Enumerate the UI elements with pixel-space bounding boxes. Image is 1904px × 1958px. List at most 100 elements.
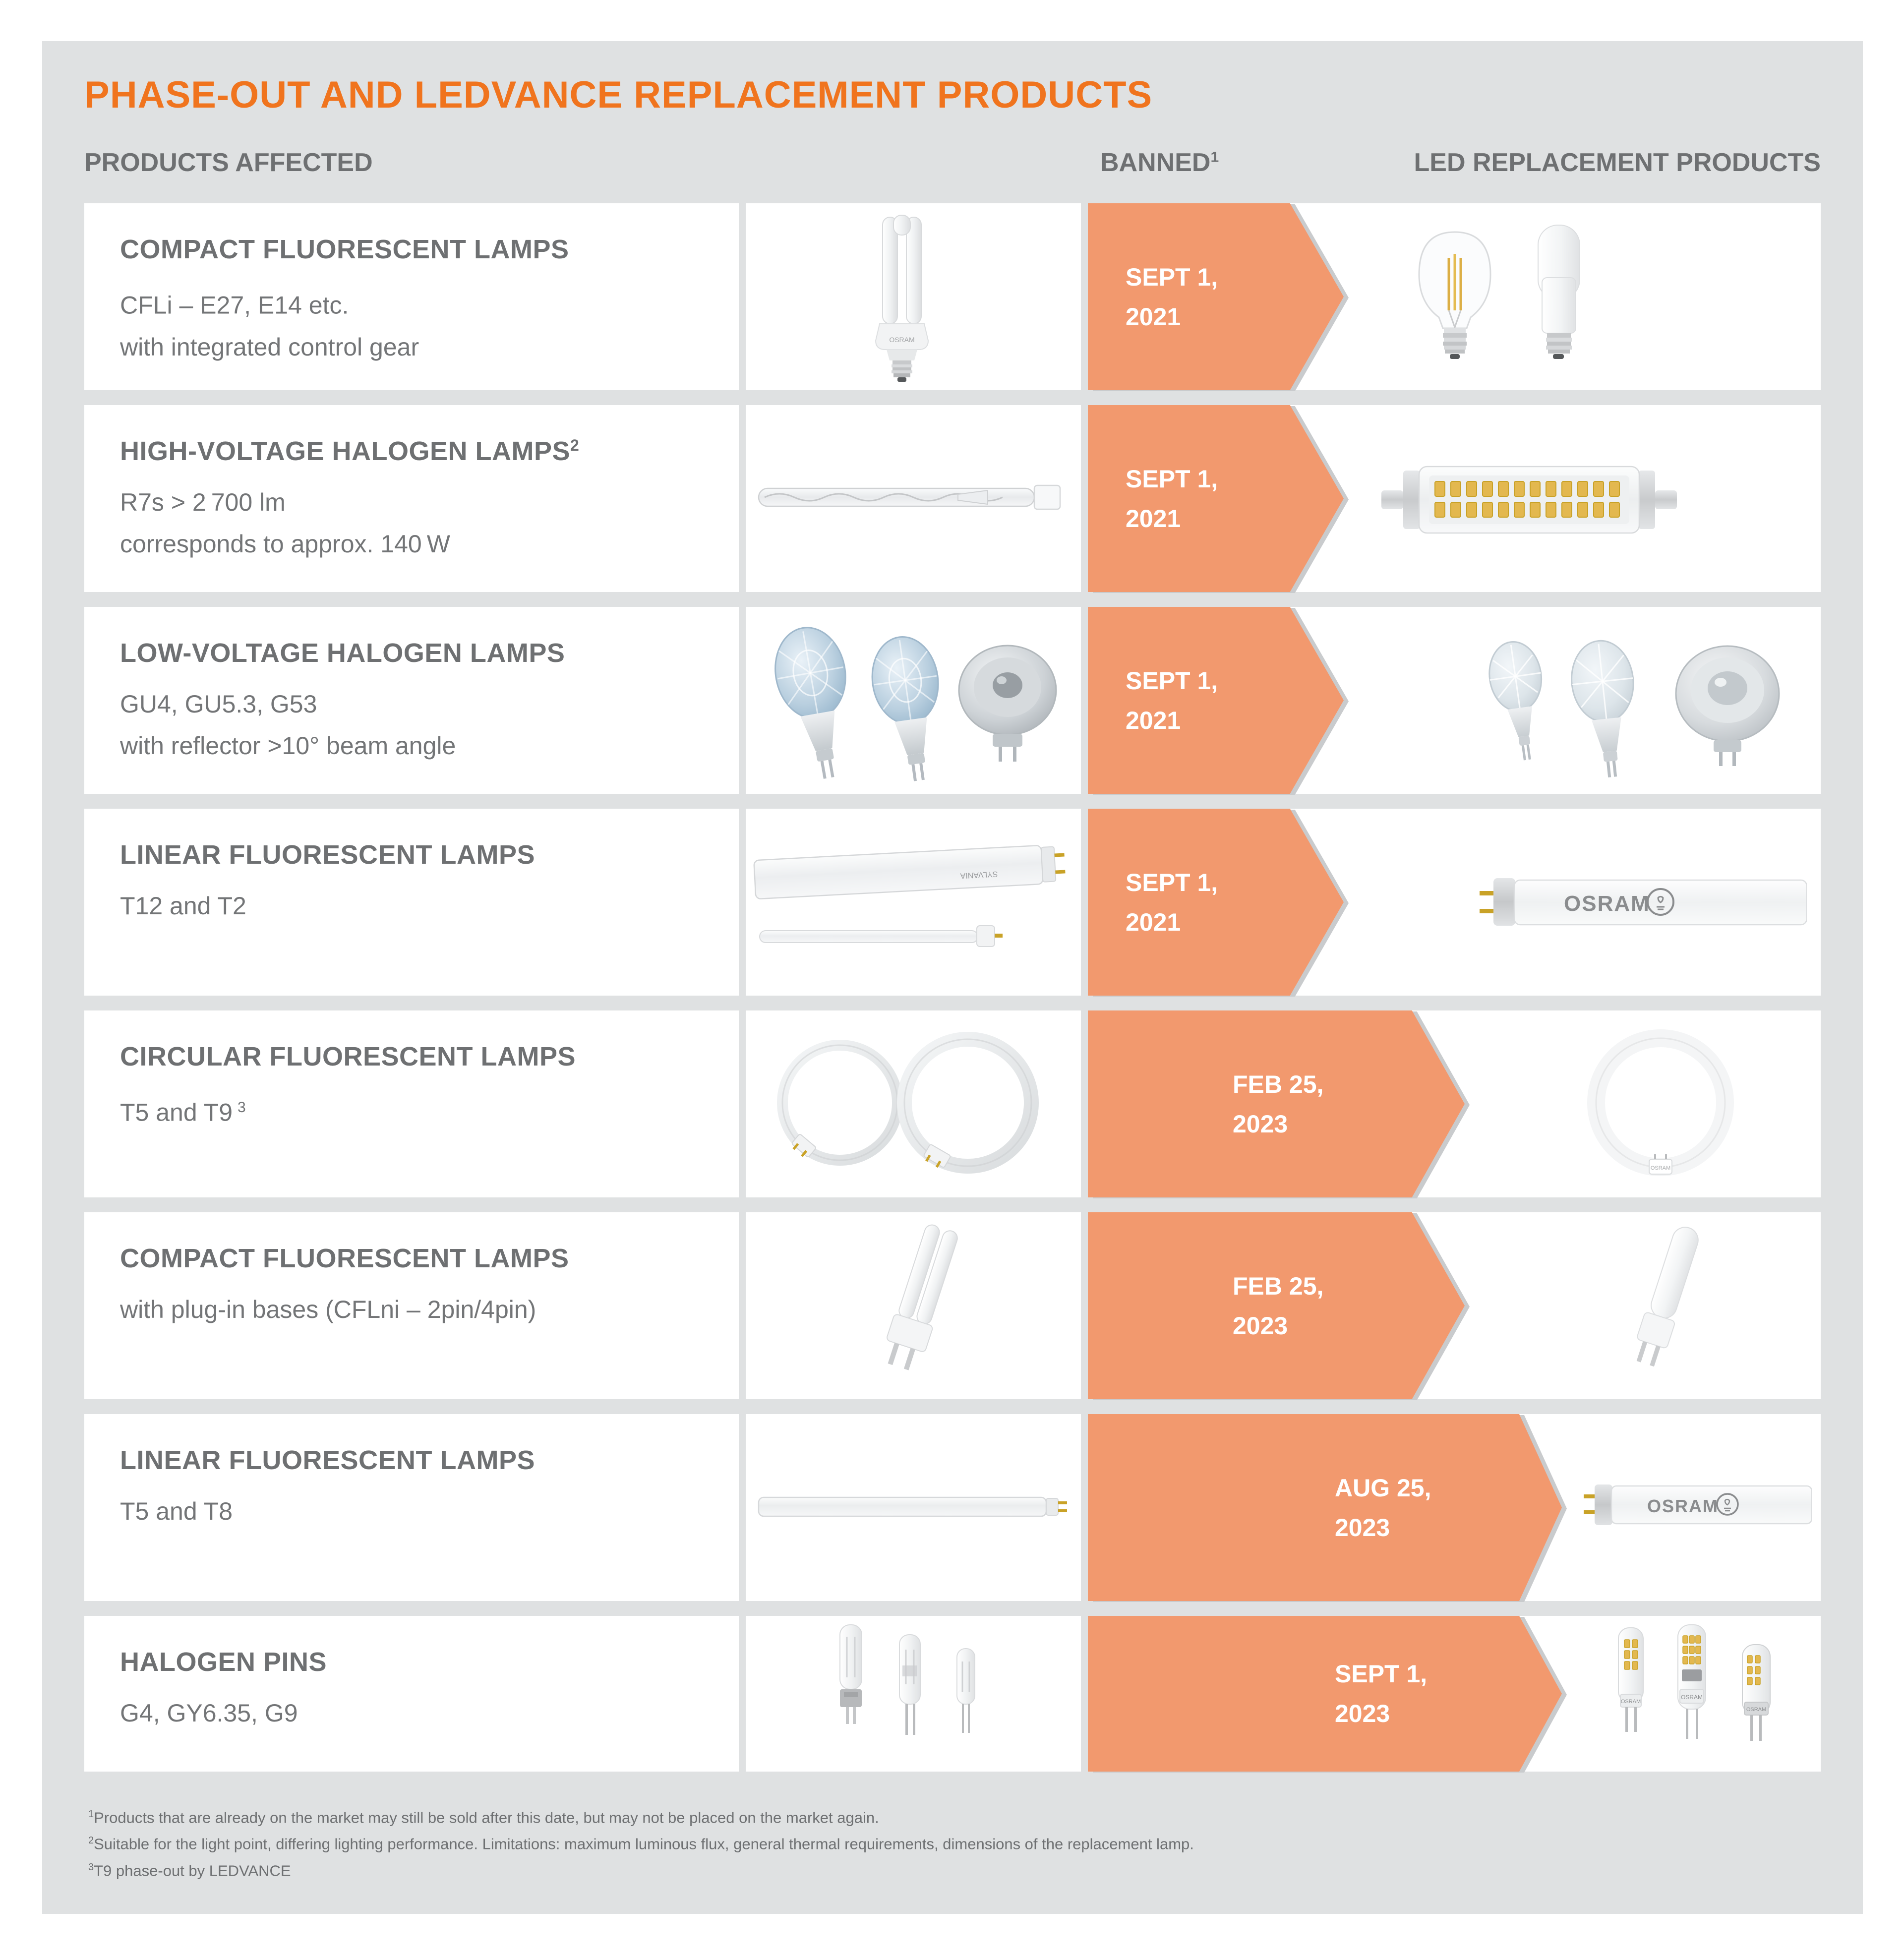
halogen-reflector-lamps-image — [774, 627, 1057, 781]
table-row: LOW-VOLTAGE HALOGEN LAMPS GU4, GU5.3, G5… — [84, 607, 1821, 794]
footnotes: 1Products that are already on the market… — [88, 1803, 1194, 1882]
banned-arrow: AUG 25, 2023 — [1088, 1414, 1562, 1601]
banned-arrow: SEPT 1, 2021 — [1088, 809, 1344, 996]
svg-text:OSRAM: OSRAM — [1651, 1165, 1670, 1171]
table-row: CIRCULAR FLUORESCENT LAMPS T5 and T9 3 — [84, 1010, 1821, 1197]
banned-date: 2021 — [1126, 302, 1181, 331]
column-header-products-affected: PRODUCTS AFFECTED — [84, 148, 373, 177]
footnote-2: 2Suitable for the light point, differing… — [88, 1835, 1194, 1853]
product-name: LINEAR FLUORESCENT LAMPS — [120, 840, 536, 870]
banned-date: SEPT 1, — [1126, 868, 1218, 896]
led-plug-in-stick-image — [1636, 1227, 1699, 1367]
row4-image-cell: SYLVANIA — [746, 809, 1081, 996]
row1-image-cell: OSRAM — [746, 203, 1081, 390]
banned-arrow: FEB 25, 2023 — [1088, 1212, 1465, 1399]
row1-banned-replacement-cell: SEPT 1, 2021 — [1088, 203, 1821, 390]
banned-date: SEPT 1, — [1335, 1660, 1428, 1688]
row6-image-cell — [746, 1212, 1081, 1399]
banned-date: FEB 25, — [1233, 1272, 1324, 1300]
row4-banned-replacement-cell: SEPT 1, 2021 OSRAM — [1088, 809, 1821, 996]
table-row: COMPACT FLUORESCENT LAMPS with plug-in b… — [84, 1212, 1821, 1399]
row8-banned-replacement-cell: SEPT 1, 2023 OSRAM — [1088, 1616, 1821, 1772]
svg-text:OSRAM: OSRAM — [1621, 1699, 1641, 1705]
banned-date: SEPT 1, — [1126, 666, 1218, 695]
banned-date: 2023 — [1335, 1513, 1390, 1542]
halogen-pin-capsules-image — [839, 1624, 975, 1735]
row2-banned-replacement-cell: SEPT 1, 2021 — [1088, 405, 1821, 592]
product-name: LOW-VOLTAGE HALOGEN LAMPS — [120, 638, 565, 668]
svg-text:SYLVANIA: SYLVANIA — [960, 870, 998, 880]
table-row: LINEAR FLUORESCENT LAMPS T5 and T8 AUG 2… — [84, 1414, 1821, 1601]
row2-product-cell: HIGH-VOLTAGE HALOGEN LAMPS2 R7s > 2 700 … — [84, 405, 739, 592]
circular-fluorescent-rings-image — [777, 1032, 1039, 1174]
table-row: LINEAR FLUORESCENT LAMPS T12 and T2 SYLV… — [84, 809, 1821, 996]
column-header-banned: BANNED1 — [1100, 148, 1219, 178]
banned-date: 2021 — [1126, 706, 1181, 734]
banned-label: BANNED — [1100, 148, 1211, 177]
t5-t8-tube-image — [758, 1496, 1067, 1517]
banned-arrow: SEPT 1, 2021 — [1088, 405, 1344, 592]
banned-date: AUG 25, — [1335, 1474, 1431, 1502]
banned-date: 2021 — [1126, 908, 1181, 936]
osram-led-tube-image: OSRAM — [1584, 1484, 1812, 1525]
product-desc-line: G4, GY6.35, G9 — [120, 1699, 298, 1727]
row7-banned-replacement-cell: AUG 25, 2023 OSRAM — [1088, 1414, 1821, 1601]
page-title: PHASE-OUT AND LEDVANCE REPLACEMENT PRODU… — [84, 74, 1153, 116]
product-desc-line: corresponds to approx. 140 W — [120, 530, 450, 558]
row7-product-cell: LINEAR FLUORESCENT LAMPS T5 and T8 — [84, 1414, 739, 1601]
product-desc-line: with reflector >10° beam angle — [120, 732, 456, 760]
row6-banned-replacement-cell: FEB 25, 2023 — [1088, 1212, 1821, 1399]
svg-text:OSRAM: OSRAM — [1564, 891, 1650, 916]
svg-text:OSRAM: OSRAM — [1746, 1707, 1766, 1713]
product-name: COMPACT FLUORESCENT LAMPS — [120, 235, 569, 264]
product-desc-line: GU4, GU5.3, G53 — [120, 690, 317, 718]
cfl-stick-lamp-image: OSRAM — [875, 215, 929, 382]
product-desc-line: T5 and T8 — [120, 1497, 233, 1525]
led-reflector-lamps-image — [1488, 640, 1780, 777]
banned-arrow: SEPT 1, 2021 — [1088, 203, 1344, 390]
banned-date: 2021 — [1126, 504, 1181, 533]
led-filament-and-stick-bulb-image — [1418, 225, 1580, 359]
led-pin-capsules-image: OSRAM OSRAM — [1618, 1624, 1771, 1741]
banned-date: SEPT 1, — [1126, 263, 1218, 291]
row4-product-cell: LINEAR FLUORESCENT LAMPS T12 and T2 — [84, 809, 739, 996]
r7s-halogen-tube-image — [758, 484, 1061, 510]
product-name: LINEAR FLUORESCENT LAMPS — [120, 1445, 536, 1475]
row3-product-cell: LOW-VOLTAGE HALOGEN LAMPS GU4, GU5.3, G5… — [84, 607, 739, 794]
column-header-led-replacement: LED REPLACEMENT PRODUCTS — [1414, 148, 1821, 177]
table-row: HIGH-VOLTAGE HALOGEN LAMPS2 R7s > 2 700 … — [84, 405, 1821, 592]
row8-image-cell — [746, 1616, 1081, 1772]
row8-product-cell: HALOGEN PINS G4, GY6.35, G9 — [84, 1616, 739, 1772]
banned-date: 2023 — [1233, 1311, 1288, 1340]
row3-image-cell — [746, 607, 1081, 794]
cfl-plug-in-lamp-image — [887, 1224, 958, 1370]
row3-banned-replacement-cell: SEPT 1, 2021 — [1088, 607, 1821, 794]
footnote-3: 3T9 phase-out by LEDVANCE — [88, 1861, 291, 1879]
footnote-1: 1Products that are already on the market… — [88, 1809, 879, 1827]
svg-text:OSRAM: OSRAM — [1681, 1694, 1703, 1701]
banned-footnote-marker: 1 — [1210, 149, 1219, 166]
banned-arrow: SEPT 1, 2021 — [1088, 607, 1344, 794]
table-row: HALOGEN PINS G4, GY6.35, G9 — [84, 1616, 1821, 1772]
row2-image-cell — [746, 405, 1081, 592]
osram-led-tube-image: OSRAM — [1480, 878, 1807, 926]
row5-image-cell — [746, 1010, 1081, 1197]
product-desc-line: CFLi – E27, E14 etc. — [120, 291, 349, 319]
r7s-led-tube-image — [1381, 466, 1677, 534]
banned-arrow: FEB 25, 2023 — [1088, 1010, 1465, 1197]
t12-and-t2-tubes-image: SYLVANIA — [753, 845, 1066, 947]
banned-date: FEB 25, — [1233, 1070, 1324, 1098]
product-desc-line: with integrated control gear — [120, 333, 419, 361]
svg-text:OSRAM: OSRAM — [889, 336, 914, 344]
product-desc-line: T5 and T9 3 — [120, 1098, 246, 1127]
banned-date: 2023 — [1335, 1700, 1390, 1727]
product-desc-line: T12 and T2 — [120, 892, 246, 920]
product-name: CIRCULAR FLUORESCENT LAMPS — [120, 1042, 576, 1071]
row5-product-cell: CIRCULAR FLUORESCENT LAMPS T5 and T9 3 — [84, 1010, 739, 1197]
product-name: HIGH-VOLTAGE HALOGEN LAMPS2 — [120, 436, 580, 466]
table-row: COMPACT FLUORESCENT LAMPS CFLi – E27, E1… — [84, 203, 1821, 390]
banned-date: 2023 — [1233, 1110, 1288, 1138]
product-name: HALOGEN PINS — [120, 1647, 327, 1677]
banned-arrow: SEPT 1, 2023 — [1088, 1616, 1562, 1772]
